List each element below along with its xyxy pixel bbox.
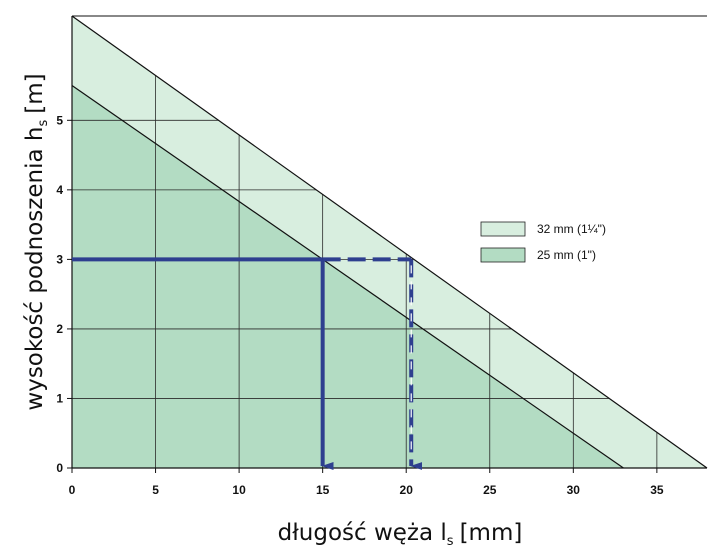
x-tick-label: 20 xyxy=(400,483,414,497)
series-line-0 xyxy=(71,15,708,469)
y-axis-title-main: wysokość podnoszenia h xyxy=(22,127,48,411)
y-tick-label: 5 xyxy=(56,113,63,127)
y-tick-label: 2 xyxy=(56,322,63,336)
x-tick-label: 30 xyxy=(567,483,581,497)
y-axis-title-subscript: s xyxy=(36,120,51,127)
x-axis-title-unit: [mm] xyxy=(460,520,523,546)
x-axis-title-subscript: s xyxy=(447,534,454,549)
x-tick-label: 15 xyxy=(316,483,330,497)
series-line-1 xyxy=(71,85,624,469)
x-tick-label: 25 xyxy=(483,483,497,497)
x-tick-label: 10 xyxy=(232,483,246,497)
x-tick-label: 5 xyxy=(152,483,159,497)
y-axis-title-unit: [m] xyxy=(22,73,48,113)
x-axis-title: długość węża ls [mm] xyxy=(278,520,523,549)
legend-label-1: 25 mm (1") xyxy=(537,248,596,262)
y-axis-title: wysokość podnoszenia hs [m] xyxy=(22,73,51,410)
x-tick-label: 0 xyxy=(69,483,76,497)
legend-label-0: 32 mm (1¼") xyxy=(537,222,606,236)
x-axis-title-main: długość węża l xyxy=(278,520,447,546)
y-tick-label: 4 xyxy=(56,183,63,197)
legend: 32 mm (1¼") 25 mm (1") xyxy=(480,221,606,263)
y-tick-label: 1 xyxy=(56,391,63,405)
legend-swatch-0 xyxy=(480,221,526,237)
x-tick-label: 35 xyxy=(650,483,664,497)
y-tick-label: 3 xyxy=(56,252,63,266)
y-tick-label: 0 xyxy=(56,461,63,475)
legend-swatch-1 xyxy=(480,247,526,263)
